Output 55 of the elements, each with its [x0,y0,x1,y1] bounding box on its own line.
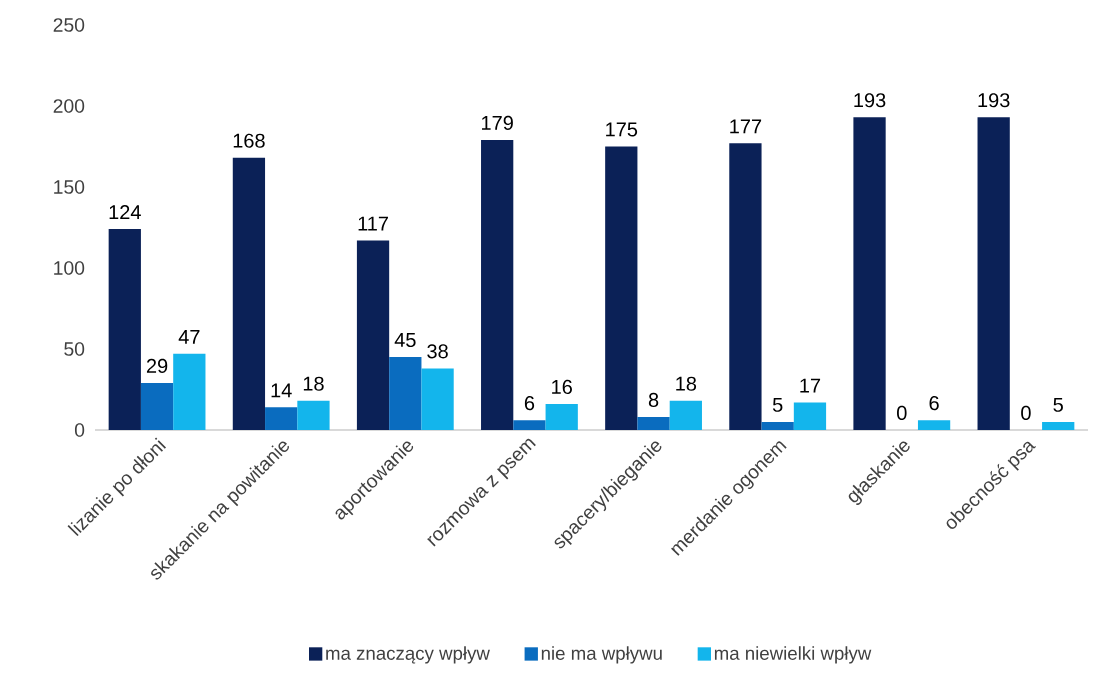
bar [108,229,141,430]
bar [669,400,702,430]
y-tick-label: 0 [74,423,85,437]
data-label: 193 [978,93,1010,108]
data-label: 124 [109,205,141,220]
data-label: 18 [676,376,697,391]
data-label: 29 [146,358,168,373]
legend-label: nie ma wpływu [541,646,662,664]
bar [173,353,206,430]
y-tick-label: 50 [64,342,85,356]
data-label: 5 [1053,397,1063,412]
data-label: 6 [524,396,535,411]
bar [1042,421,1075,430]
bar [605,146,638,430]
data-label: 179 [482,115,513,130]
data-label: 8 [648,392,659,407]
data-label: 47 [178,330,200,344]
data-label: 18 [303,376,324,391]
data-label: 14 [271,383,292,398]
bar [545,404,578,430]
bar [265,407,298,430]
data-label: 168 [233,133,265,148]
bar [389,357,422,430]
bar [421,368,454,430]
data-label: 117 [358,216,388,231]
y-tick-label: 250 [53,18,85,32]
data-label: 45 [394,333,416,348]
data-label: 16 [552,379,572,395]
bar [793,402,827,430]
data-label: 193 [854,93,886,108]
data-label: 5 [772,397,783,412]
bar [297,400,330,430]
bar [513,420,546,430]
bar [637,417,670,430]
bar [356,240,390,430]
legend-label: ma znaczący wpływ [326,646,490,664]
bar [140,383,174,430]
y-tick-label: 200 [53,99,85,113]
bar [977,117,1010,430]
bar [917,420,951,430]
data-label: 175 [606,122,638,137]
data-label: 0 [897,405,907,420]
bar [729,143,762,430]
bar [232,157,266,430]
bar [853,117,886,430]
legend-label: ma niewielki wpływ [714,646,872,664]
data-label: 6 [929,396,939,411]
y-tick-label: 100 [54,261,85,275]
bar [761,421,794,430]
data-label: 38 [427,344,448,359]
y-tick-label: 150 [54,180,85,194]
data-label: 177 [730,119,762,134]
bar [481,140,514,430]
data-label: 17 [800,378,821,393]
data-label: 0 [1021,405,1031,420]
